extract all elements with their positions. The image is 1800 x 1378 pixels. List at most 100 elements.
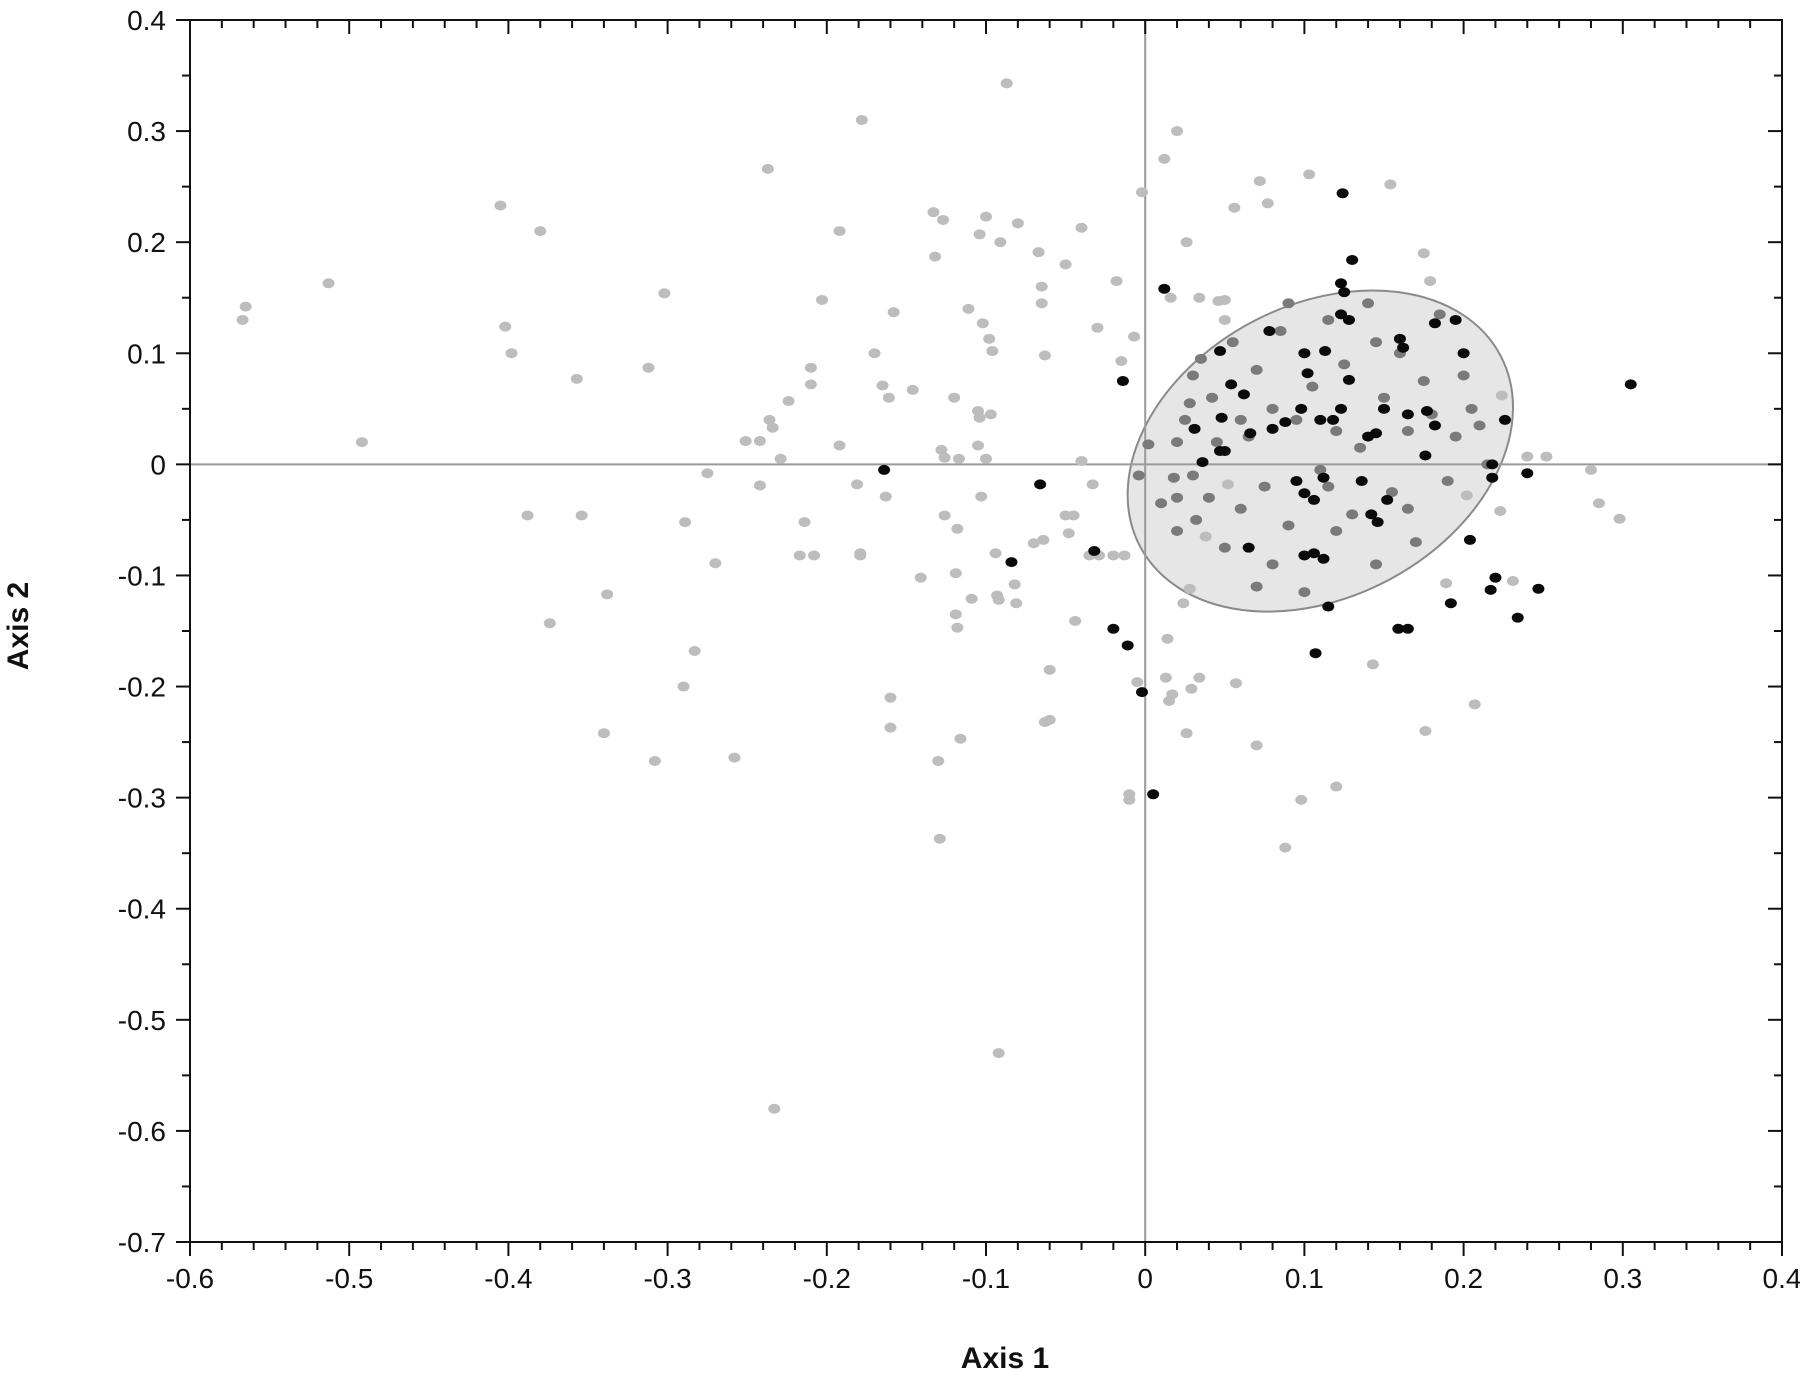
data-point [782, 396, 795, 407]
data-point [494, 200, 507, 211]
data-point [1521, 468, 1534, 479]
data-point [984, 409, 997, 420]
data-point [1199, 531, 1212, 542]
data-point [1428, 318, 1441, 329]
data-point [1067, 510, 1080, 521]
data-point [766, 422, 779, 433]
data-point [1401, 409, 1414, 420]
data-point [1330, 781, 1343, 792]
data-point [1218, 542, 1231, 553]
data-point [808, 550, 821, 561]
data-point [929, 251, 942, 262]
data-point [534, 226, 547, 237]
data-point [1035, 298, 1048, 309]
data-point [1463, 534, 1476, 545]
data-point [1355, 476, 1368, 487]
data-point [1186, 370, 1199, 381]
y-tick-label: -0.7 [118, 1227, 166, 1258]
data-point [1250, 364, 1263, 375]
data-point [1301, 368, 1314, 379]
data-point [1521, 451, 1534, 462]
data-point [804, 362, 817, 373]
data-point [1279, 842, 1292, 853]
data-point [1384, 179, 1397, 190]
data-point [1440, 578, 1453, 589]
data-point [1171, 126, 1184, 137]
data-point [1498, 414, 1511, 425]
data-point [1342, 374, 1355, 385]
data-point [1171, 437, 1184, 448]
data-point [1228, 202, 1241, 213]
data-point [739, 436, 752, 447]
data-point [1234, 414, 1247, 425]
data-point [1177, 598, 1190, 609]
data-point [1401, 503, 1414, 514]
x-tick-label: -0.5 [325, 1263, 373, 1294]
y-tick-label: 0 [150, 449, 166, 480]
data-point [1038, 350, 1051, 361]
data-point [1011, 218, 1024, 229]
data-point [833, 226, 846, 237]
x-tick-label: -0.6 [166, 1263, 214, 1294]
y-tick-label: -0.1 [118, 560, 166, 591]
data-point [505, 348, 518, 359]
y-tick-label: -0.4 [118, 894, 166, 925]
data-point [868, 348, 881, 359]
data-point [965, 593, 978, 604]
data-point [983, 333, 996, 344]
data-point [1183, 398, 1196, 409]
data-point [1317, 472, 1330, 483]
data-point [1279, 417, 1292, 428]
data-point [1147, 789, 1160, 800]
data-point [876, 380, 889, 391]
data-point [688, 645, 701, 656]
data-point [1110, 276, 1123, 287]
data-point [236, 314, 249, 325]
data-point [1086, 479, 1099, 490]
data-point [973, 412, 986, 423]
data-point [1314, 414, 1327, 425]
data-point [973, 229, 986, 240]
data-point [1540, 451, 1553, 462]
data-point [938, 452, 951, 463]
data-point [1210, 437, 1223, 448]
y-tick-label: -0.3 [118, 783, 166, 814]
data-point [1188, 423, 1201, 434]
data-point [1158, 153, 1171, 164]
data-point [975, 491, 988, 502]
data-point [761, 163, 774, 174]
data-point [1532, 583, 1545, 594]
data-point [1330, 426, 1343, 437]
data-point [1193, 672, 1206, 683]
data-point [1338, 287, 1351, 298]
data-point [575, 510, 588, 521]
data-point [1107, 550, 1120, 561]
data-point [1159, 672, 1172, 683]
data-point [1032, 247, 1045, 258]
data-point [1342, 314, 1355, 325]
data-point [1075, 222, 1088, 233]
x-tick-label: -0.2 [803, 1263, 851, 1294]
data-point [935, 444, 948, 455]
data-point [1449, 314, 1462, 325]
data-point [1261, 198, 1274, 209]
data-point [949, 609, 962, 620]
data-point [1000, 78, 1013, 89]
data-point [1215, 412, 1228, 423]
data-point [1392, 623, 1405, 634]
data-point [927, 207, 940, 218]
y-tick-label: 0.4 [127, 5, 166, 36]
data-point [1378, 392, 1390, 403]
reference-lines-layer [190, 20, 1782, 1242]
plot-frame [189, 19, 1783, 1243]
data-point [1484, 584, 1497, 595]
data-point [1266, 559, 1279, 570]
data-point [1489, 572, 1502, 583]
data-point [954, 733, 967, 744]
data-point [948, 392, 961, 403]
data-point [1433, 309, 1446, 320]
data-point [1365, 509, 1378, 520]
data-point [937, 214, 950, 225]
data-point [994, 237, 1007, 248]
data-point [1322, 314, 1335, 325]
